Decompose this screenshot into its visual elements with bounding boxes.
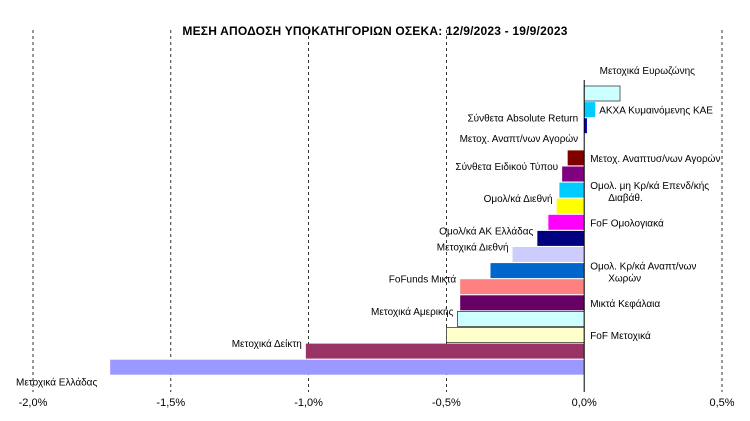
category-label-14: Μετοχικά Αμερικής — [371, 306, 454, 318]
x-tick-label-0: -2,0% — [19, 397, 48, 409]
category-label-3: Μετοχ. Αναπτ/νων Αγορών — [460, 133, 579, 145]
bar-0 — [583, 85, 621, 102]
category-label-4: Μετοχ. Αναπτυσ/νων Αγορών — [590, 153, 720, 165]
category-label-6: Ομολ. μη Κρ/κά Επενδ/κής Διαβάθ. — [590, 180, 709, 204]
x-tick-labels: -2,0% -1,5% -1,0% -0,5% 0,0% 0,5% — [19, 397, 735, 409]
bar-9 — [537, 230, 585, 246]
category-labels: Μετοχικά Ευρωζώνης ΑΚΧΑ Κυμαινόμενης ΚΑΕ Σ… — [16, 65, 720, 389]
bar-10 — [512, 247, 585, 262]
bar-15 — [446, 327, 585, 343]
category-label-12: FoFunds Μικτά — [389, 274, 457, 286]
x-tick-label-5: 0,5% — [709, 397, 734, 409]
bar-5 — [562, 166, 585, 182]
x-tick-label-1: -1,5% — [156, 397, 185, 409]
bar-17 — [110, 359, 585, 375]
x-tick-label-3: -0,5% — [432, 397, 461, 409]
category-label-8: FoF Ομολογιακά — [590, 217, 664, 229]
chart-title: ΜΕΣΗ ΑΠΟΔΟΣΗ ΥΠΟΚΑΤΗΓΟΡΙΩΝ ΟΣΕΚΑ: 12/9/2… — [182, 24, 568, 38]
bar-1 — [584, 102, 596, 118]
category-label-15: FoF Μετοχικά — [590, 330, 651, 342]
category-label-5: Σύνθετα Ειδικού Τύπου — [455, 161, 558, 173]
bar-7 — [556, 198, 585, 214]
category-label-16: Μετοχικά Δείκτη — [232, 338, 302, 350]
bars — [110, 85, 621, 375]
bar-11 — [490, 263, 585, 279]
category-label-1: ΑΚΧΑ Κυμαινόμενης ΚΑΕ — [599, 105, 713, 117]
bar-6 — [559, 182, 585, 198]
bar-13 — [460, 295, 585, 311]
category-label-10: Μετοχικά Διεθνή — [437, 242, 509, 254]
bar-16 — [305, 343, 585, 359]
category-label-7: Ομολ/κά Διεθνή — [484, 193, 553, 205]
category-label-2: Σύνθετα Absolute Return — [467, 113, 578, 125]
category-label-13: Μικτά Κεφάλαια — [590, 298, 660, 310]
x-tick-label-2: -1,0% — [294, 397, 323, 409]
category-label-0: Μετοχικά Ευρωζώνης — [600, 65, 696, 77]
bar-8 — [548, 214, 585, 230]
bar-4 — [567, 150, 585, 166]
category-label-11: Ομολ. Κρ/κά Αναπτ/νων Χωρών — [590, 261, 696, 285]
bar-14 — [457, 311, 585, 327]
bar-2 — [584, 118, 587, 134]
x-tick-label-4: 0,0% — [572, 397, 597, 409]
category-label-9: Ομολ/κά ΑΚ Ελλάδας — [439, 225, 533, 237]
category-label-17: Μετοχικά Ελλάδας — [16, 377, 97, 389]
bar-12 — [460, 279, 585, 295]
